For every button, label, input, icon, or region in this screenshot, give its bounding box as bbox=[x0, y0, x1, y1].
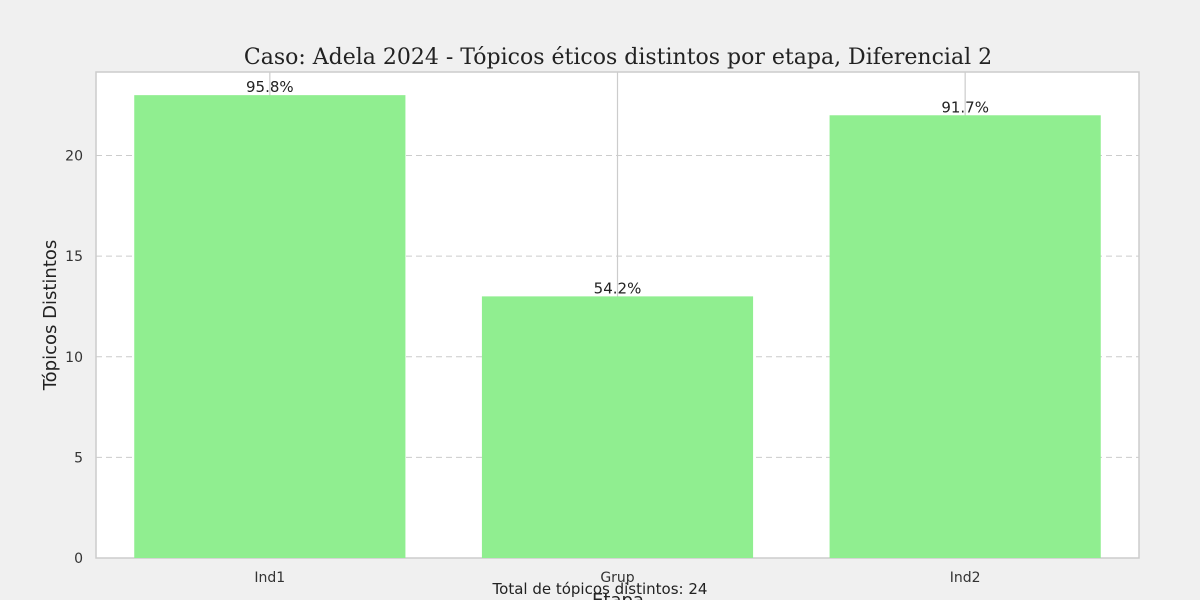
y-axis-label: Tópicos Distintos bbox=[40, 240, 61, 392]
x-tick-label: Ind1 bbox=[254, 570, 285, 586]
bar-data-label: 54.2% bbox=[594, 279, 642, 297]
x-tick-label: Grup bbox=[600, 570, 634, 586]
x-axis-label: Etapa bbox=[592, 590, 644, 600]
chart-title: Caso: Adela 2024 - Tópicos éticos distin… bbox=[244, 45, 992, 70]
y-tick-label: 5 bbox=[74, 450, 83, 466]
bars bbox=[134, 95, 1101, 559]
x-tick-label: Ind2 bbox=[950, 570, 981, 586]
y-tick-label: 20 bbox=[65, 149, 83, 165]
bar-data-label: 95.8% bbox=[246, 78, 294, 96]
bar-data-label: 91.7% bbox=[941, 98, 989, 116]
bar-labels: 95.8% 54.2% 91.7% bbox=[246, 78, 989, 297]
y-tick-label: 0 bbox=[74, 551, 83, 567]
x-tick-labels: Ind1 Grup Ind2 bbox=[254, 570, 980, 586]
bar-grup bbox=[481, 296, 754, 558]
total-topics-note: Total de tópicos distintos: 24 bbox=[492, 580, 708, 598]
bar-ind1 bbox=[134, 95, 406, 559]
bar-ind2 bbox=[829, 115, 1101, 558]
y-tick-labels: 0 5 10 15 20 bbox=[65, 149, 83, 567]
y-tick-label: 15 bbox=[65, 249, 83, 265]
y-tick-label: 10 bbox=[65, 350, 83, 366]
